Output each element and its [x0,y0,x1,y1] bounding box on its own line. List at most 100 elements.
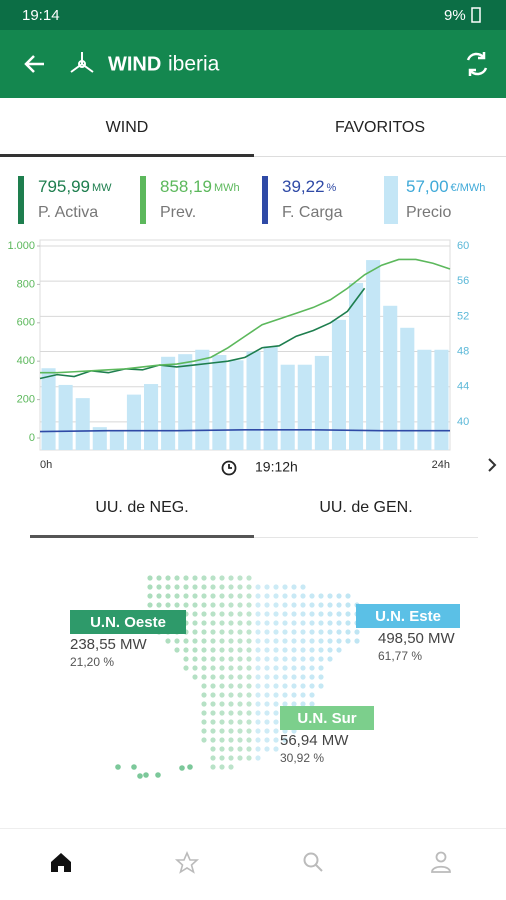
map-dot [246,575,252,581]
map-dot [210,755,216,761]
map-dot [201,665,207,671]
map-dot [174,638,180,644]
map-dot [246,737,252,743]
map-dot [246,755,252,761]
map-dot [183,575,189,581]
map-dot [318,602,324,608]
nav-home[interactable] [51,853,71,872]
map-dot [255,656,261,662]
map-dot [192,665,198,671]
map-dot [201,692,207,698]
map-dot [282,737,288,743]
sub-tab[interactable]: UU. de GEN. [319,499,412,516]
map-dot [237,647,243,653]
map-dot [273,701,279,707]
map-dot [282,593,288,599]
map-dot [345,611,351,617]
map-dot [237,620,243,626]
bar [417,349,432,450]
map-dot [183,647,189,653]
map-dot [309,665,315,671]
map-dot [309,620,315,626]
map-dot [210,728,216,734]
map-dot [210,719,216,725]
map-dot [237,674,243,680]
map-dot [219,647,225,653]
map-dot [201,701,207,707]
map-dot [219,638,225,644]
sub-tab[interactable]: UU. de NEG. [95,499,188,516]
bar [383,305,398,450]
region-badge[interactable] [356,604,460,628]
map-dot [165,593,171,599]
back-button[interactable] [24,55,44,73]
map-dot [201,638,207,644]
next-arrow[interactable] [488,458,497,472]
map-dot [273,746,279,752]
map-dot [273,737,279,743]
map-dot [201,611,207,617]
map-dot [183,602,189,608]
map-dot [228,665,234,671]
map-dot [318,665,324,671]
map-dot [273,629,279,635]
tab[interactable]: FAVORITOS [335,119,425,136]
bar [161,356,176,450]
map-dot [300,611,306,617]
map-dot [264,692,270,698]
map-dot [246,692,252,698]
map-dot [174,602,180,608]
map-dot [210,629,216,635]
map-dot [183,584,189,590]
tab[interactable]: WIND [106,119,149,136]
map-dot [318,647,324,653]
map-dot [219,575,225,581]
map-dot [273,602,279,608]
map-dot [255,683,261,689]
map-dot [219,728,225,734]
map-dot [210,647,216,653]
map-dot [237,593,243,599]
region-share: 30,92 % [280,751,324,765]
nav-profile[interactable] [431,851,451,873]
map-dot [201,674,207,680]
summary-value: 57,00 €/MWh [406,177,485,196]
map-dot [237,737,243,743]
map-dot [255,710,261,716]
map-dot [255,719,261,725]
map-dot [291,638,297,644]
nav-favorites[interactable] [174,850,200,874]
map-dot [219,611,225,617]
map-dot [246,620,252,626]
map-dot [246,665,252,671]
map-dot [291,683,297,689]
map-dot [183,638,189,644]
status-time: 19:14 [22,7,60,24]
y-tick-label: 200 [17,394,35,406]
map-dot [300,584,306,590]
bar [58,384,73,450]
summary-value: 858,19 MWh [160,177,240,196]
map-dot [300,674,306,680]
map-dot [228,764,234,770]
map-dot [237,575,243,581]
map-dot [273,656,279,662]
legend-swatch [140,176,146,224]
map-dot [246,746,252,752]
brand-light: iberia [168,53,220,76]
map-dot [318,683,324,689]
region-badge[interactable] [280,706,374,730]
nav-search[interactable] [303,852,323,872]
map-dot [192,674,198,680]
legend-swatch [18,176,24,224]
bar [400,327,415,450]
map-dot [354,638,360,644]
map-dot [219,656,225,662]
map-dot [174,647,180,653]
region-badge[interactable] [70,610,186,634]
refresh-button[interactable] [466,52,488,76]
map-dot [192,584,198,590]
map-dot [264,701,270,707]
map-dot [210,656,216,662]
summary-unit: MW [92,182,112,194]
